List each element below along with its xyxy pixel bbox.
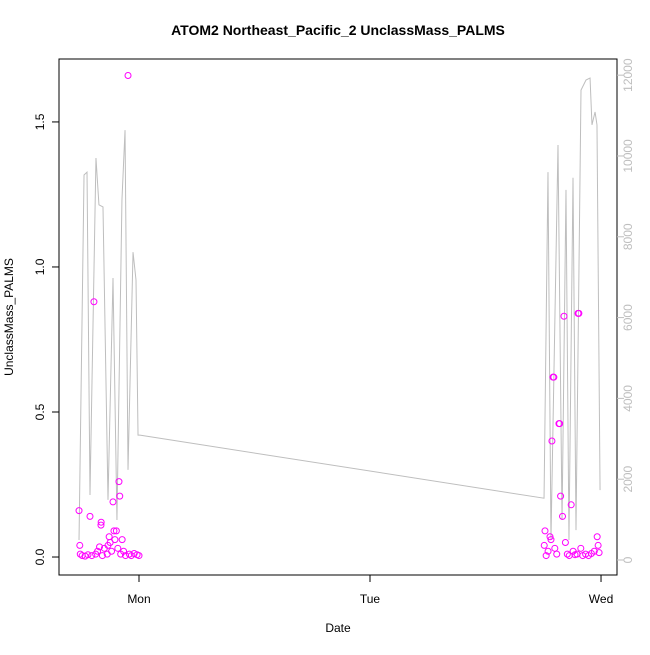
y2-tick-label: 8000 xyxy=(621,223,635,250)
point xyxy=(557,492,565,500)
line xyxy=(78,77,601,541)
point xyxy=(546,533,554,541)
plot-frame xyxy=(58,58,618,576)
point xyxy=(541,527,549,535)
point xyxy=(575,309,583,317)
point xyxy=(540,541,548,549)
point xyxy=(542,552,550,560)
point xyxy=(97,518,105,526)
point xyxy=(115,478,123,486)
point xyxy=(595,549,603,557)
point xyxy=(108,547,116,555)
point xyxy=(593,533,601,541)
point xyxy=(577,544,585,552)
y2-tick-label: 10000 xyxy=(621,139,635,173)
point xyxy=(109,498,117,506)
point xyxy=(120,547,128,555)
point xyxy=(75,507,83,515)
point xyxy=(135,552,143,560)
point xyxy=(124,72,132,80)
point xyxy=(118,536,126,544)
point xyxy=(98,552,106,560)
point xyxy=(114,544,122,552)
point xyxy=(86,512,94,520)
chart-title: ATOM2 Northeast_Pacific_2 UnclassMass_PA… xyxy=(171,22,505,38)
x-axis-label: Date xyxy=(325,621,351,635)
point xyxy=(84,551,92,559)
point xyxy=(112,527,120,535)
point xyxy=(96,543,104,551)
point xyxy=(116,492,124,500)
x-tick-label: Wed xyxy=(589,592,613,606)
point xyxy=(563,550,571,558)
point xyxy=(559,512,567,520)
y-tick-label: 0.0 xyxy=(33,548,47,565)
point xyxy=(556,420,564,428)
point xyxy=(553,550,561,558)
y2-tick-label: 0 xyxy=(621,556,635,563)
y2-tick-label: 4000 xyxy=(621,385,635,412)
point xyxy=(94,547,102,555)
y-tick-label: 1.5 xyxy=(33,113,47,130)
y2-tick-label: 12000 xyxy=(621,58,635,92)
point xyxy=(590,547,598,555)
point xyxy=(567,501,575,509)
y-tick-label: 1.0 xyxy=(33,258,47,275)
point xyxy=(550,373,558,381)
point xyxy=(560,312,568,320)
x-tick-label: Tue xyxy=(360,592,381,606)
point xyxy=(548,437,556,445)
point xyxy=(110,527,118,535)
point xyxy=(76,541,84,549)
x-tick-label: Mon xyxy=(127,592,150,606)
y2-tick-label: 2000 xyxy=(621,466,635,493)
y-tick-label: 0.5 xyxy=(33,403,47,420)
point xyxy=(125,550,133,558)
point xyxy=(97,521,105,529)
point xyxy=(547,536,555,544)
y2-tick-label: 6000 xyxy=(621,304,635,331)
point xyxy=(561,539,569,547)
point xyxy=(111,536,119,544)
point xyxy=(90,298,98,306)
y-axis-label: UnclassMass_PALMS xyxy=(2,258,16,376)
point xyxy=(544,547,552,555)
point xyxy=(594,541,602,549)
point xyxy=(88,552,96,560)
